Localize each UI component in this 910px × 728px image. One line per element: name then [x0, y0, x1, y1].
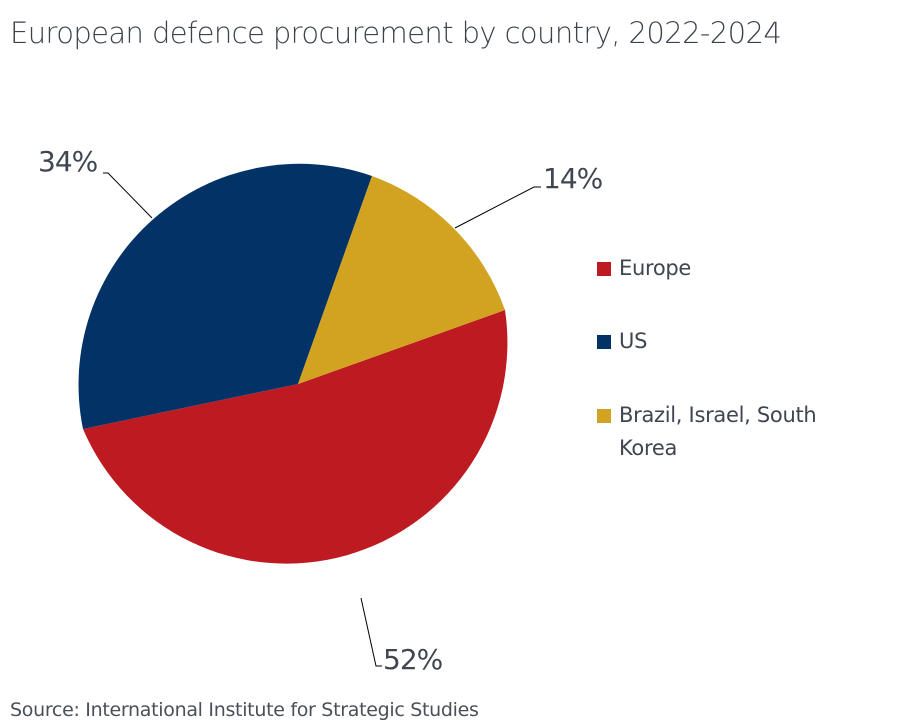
legend-swatch-us [597, 335, 611, 349]
legend-label: Brazil, Israel, South Korea [619, 403, 817, 460]
pie-slice-us[interactable] [78, 163, 372, 429]
legend-label: Europe [619, 256, 692, 280]
chart-title: European defence procurement by country,… [10, 16, 782, 50]
leader-line-us [103, 172, 153, 219]
legend-swatch-other [597, 409, 611, 423]
legend-item-other[interactable]: Brazil, Israel, South Korea [597, 399, 859, 465]
pie-slice-europe[interactable] [83, 310, 508, 564]
source-note: Source: International Institute for Stra… [10, 699, 479, 721]
legend-item-europe[interactable]: Europe [597, 252, 691, 285]
data-label-other: 14% [543, 162, 603, 195]
leader-line-europe [360, 597, 382, 667]
leader-line-other [454, 186, 541, 229]
legend-label: US [619, 329, 648, 353]
data-label-us: 34% [38, 145, 98, 178]
data-label-europe: 52% [383, 643, 443, 676]
legend-swatch-europe [597, 262, 611, 276]
pie-slice-other[interactable] [298, 176, 505, 384]
legend-item-us[interactable]: US [597, 325, 647, 358]
